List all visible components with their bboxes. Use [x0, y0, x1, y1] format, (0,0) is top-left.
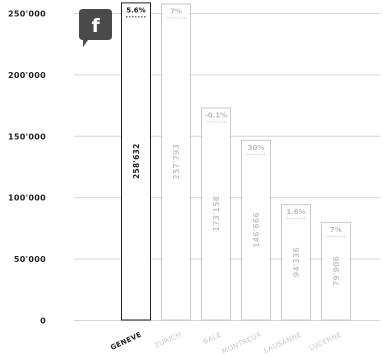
value-label: 173'158: [212, 196, 221, 232]
x-tick-label: LAUSANNE: [263, 331, 303, 355]
facebook-icon: [79, 9, 112, 47]
bars: 5.6% 258'632 7% 257'793 -0.1% 173'158 30% 146'6…: [121, 2, 351, 321]
y-tick-label: 150'000: [8, 132, 46, 141]
change-label: 7%: [170, 7, 182, 15]
y-tick-label: 0: [40, 317, 46, 326]
change-label: 7%: [330, 226, 342, 234]
y-tick-label: 50'000: [14, 255, 46, 264]
bar: [121, 2, 151, 321]
x-tick-label: BALE: [202, 331, 223, 346]
facebook-letter: f: [92, 15, 101, 37]
x-tick-label: LUCERNE: [308, 331, 343, 353]
y-tick-label: 100'000: [8, 194, 46, 203]
y-axis: 0 50'000 100'000 150'000 200'000 250'000: [8, 10, 46, 326]
y-tick-label: 250'000: [8, 10, 46, 19]
bar: [321, 221, 351, 321]
change-label: -0.1%: [205, 111, 227, 119]
bar: [281, 204, 311, 321]
value-label: 94'336: [292, 247, 301, 277]
value-label: 257'793: [172, 144, 181, 180]
bar: [201, 107, 231, 321]
bar: [161, 3, 191, 321]
change-label: 1.6%: [286, 208, 305, 216]
change-label: 5.6%: [126, 6, 145, 14]
value-label: 146'666: [252, 212, 261, 248]
x-tick-label: ZURICH: [153, 331, 182, 350]
x-tick-label: MONTREUX: [221, 331, 263, 356]
change-label: 30%: [248, 144, 265, 152]
value-label: 258'632: [132, 143, 141, 179]
value-label: 79'906: [332, 256, 341, 286]
facebook-share-button[interactable]: f: [79, 9, 112, 47]
bar: [241, 139, 271, 321]
x-tick-label: GENEVE: [109, 331, 142, 352]
y-tick-label: 200'000: [8, 71, 46, 80]
